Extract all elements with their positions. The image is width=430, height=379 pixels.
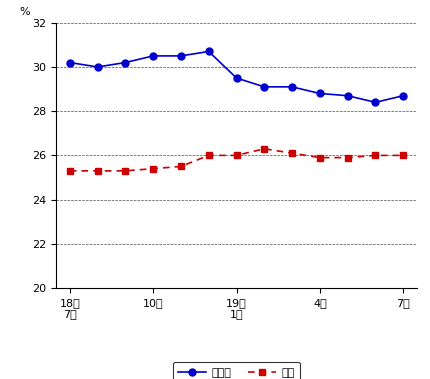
全国 (95, 169, 100, 173)
岐阜県 (123, 60, 128, 65)
岐阜県 (345, 93, 350, 98)
岐阜県 (67, 60, 72, 65)
岐阜県 (317, 91, 322, 96)
全国 (234, 153, 239, 158)
全国 (317, 155, 322, 160)
岐阜県 (234, 76, 239, 80)
全国 (178, 164, 184, 169)
全国 (123, 169, 128, 173)
岐阜県 (150, 53, 156, 58)
岐阜県 (373, 100, 378, 105)
岐阜県 (206, 49, 211, 54)
Line: 全国: 全国 (67, 146, 406, 174)
Legend: 岐阜県, 全国: 岐阜県, 全国 (173, 362, 300, 379)
全国 (67, 169, 72, 173)
岐阜県 (289, 85, 295, 89)
全国 (345, 155, 350, 160)
全国 (150, 166, 156, 171)
全国 (289, 151, 295, 155)
全国 (373, 153, 378, 158)
岐阜県 (262, 85, 267, 89)
岐阜県 (178, 53, 184, 58)
Text: %: % (20, 8, 31, 17)
全国 (401, 153, 406, 158)
岐阜県 (401, 93, 406, 98)
Line: 岐阜県: 岐阜県 (66, 48, 407, 106)
全国 (262, 146, 267, 151)
全国 (206, 153, 211, 158)
岐阜県 (95, 65, 100, 69)
